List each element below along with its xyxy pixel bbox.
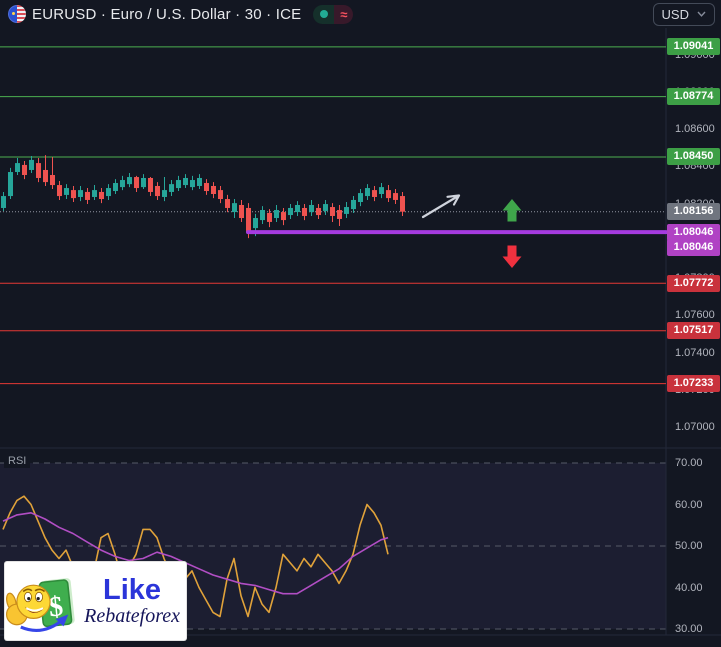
candle[interactable]	[176, 180, 181, 189]
candle[interactable]	[288, 207, 293, 216]
candle[interactable]	[155, 185, 160, 197]
candle[interactable]	[183, 177, 188, 186]
candle[interactable]	[190, 180, 195, 188]
candle[interactable]	[386, 190, 391, 199]
candle[interactable]	[225, 199, 230, 208]
logo-text: Like Rebateforex	[84, 573, 186, 628]
candle[interactable]	[302, 207, 307, 216]
candle[interactable]	[295, 204, 300, 213]
candle[interactable]	[344, 207, 349, 214]
logo-brand-label: Rebateforex	[84, 605, 180, 628]
candle[interactable]	[36, 163, 41, 178]
candle[interactable]	[162, 190, 167, 197]
candle[interactable]	[197, 177, 202, 186]
candle[interactable]	[260, 210, 265, 221]
resistance-price-label: 1.09041	[667, 38, 720, 56]
rebateforex-logo: $ Like Rebateforex	[5, 562, 186, 640]
candle[interactable]	[99, 191, 104, 200]
candle[interactable]	[120, 180, 125, 188]
candle[interactable]	[85, 191, 90, 200]
support-price-label: 1.07772	[667, 274, 720, 292]
down-arrow-marker[interactable]	[502, 245, 522, 269]
candle[interactable]	[92, 190, 97, 197]
candle[interactable]	[1, 196, 6, 208]
candle[interactable]	[43, 169, 48, 183]
candle[interactable]	[113, 183, 118, 192]
indicator-label: RSI	[4, 454, 31, 468]
candle[interactable]	[379, 187, 384, 195]
candle[interactable]	[57, 185, 62, 197]
candle[interactable]	[78, 190, 83, 197]
rsi-tick: 30.00	[675, 623, 703, 635]
chevron-down-icon	[697, 11, 706, 17]
candle[interactable]	[323, 204, 328, 211]
chart-toolbar: EURUSD · Euro / U.S. Dollar · 30 · ICE ≈…	[0, 0, 721, 28]
candle[interactable]	[8, 172, 13, 197]
candle[interactable]	[337, 210, 342, 219]
market-open-dot-icon	[313, 4, 335, 24]
key-price-label: 1.08046	[667, 223, 720, 241]
key-price-label: 1.08046	[667, 239, 720, 257]
candle[interactable]	[316, 207, 321, 216]
candle[interactable]	[15, 163, 20, 173]
eurusd-pair-icon	[8, 5, 26, 23]
candle[interactable]	[141, 177, 146, 188]
candle[interactable]	[29, 159, 34, 170]
price-tick: 1.07000	[675, 421, 715, 433]
candle[interactable]	[50, 175, 55, 186]
candle[interactable]	[148, 177, 153, 192]
candle[interactable]	[246, 207, 251, 233]
rsi-tick: 70.00	[675, 457, 703, 469]
up-arrow-marker[interactable]	[502, 199, 522, 222]
candle[interactable]	[239, 204, 244, 219]
rsi-tick: 50.00	[675, 540, 703, 552]
candle[interactable]	[393, 193, 398, 200]
current-price-label: 1.08156	[667, 203, 720, 221]
candle[interactable]	[274, 210, 279, 219]
candle[interactable]	[309, 204, 314, 213]
candle[interactable]	[106, 188, 111, 197]
logo-mascot-icon: $	[5, 578, 75, 633]
price-tick: 1.07400	[675, 346, 715, 359]
candle[interactable]	[365, 188, 370, 197]
candle[interactable]	[134, 177, 139, 189]
candle[interactable]	[204, 183, 209, 192]
rsi-ma-line[interactable]	[2, 511, 389, 595]
resistance-price-label: 1.08774	[667, 88, 720, 106]
candle[interactable]	[71, 190, 76, 199]
candle[interactable]	[64, 188, 69, 195]
candle[interactable]	[400, 196, 405, 212]
price-tick: 1.08600	[675, 123, 715, 135]
resistance-price-label: 1.08450	[667, 148, 720, 166]
candle[interactable]	[169, 184, 174, 192]
currency-value: USD	[661, 6, 689, 22]
candle[interactable]	[330, 207, 335, 216]
rsi-tick: 60.00	[675, 498, 703, 511]
support-price-label: 1.07233	[667, 375, 720, 393]
candle[interactable]	[267, 212, 272, 222]
logo-like-label: Like	[103, 573, 162, 606]
candle[interactable]	[232, 203, 237, 213]
candle[interactable]	[372, 190, 377, 197]
approx-equal-icon: ≈	[334, 4, 354, 24]
rsi-line[interactable]	[2, 495, 389, 618]
symbol-title[interactable]: EURUSD · Euro / U.S. Dollar · 30 · ICE	[32, 5, 302, 23]
candle[interactable]	[211, 185, 216, 195]
candle[interactable]	[22, 164, 27, 176]
currency-dropdown[interactable]: USD	[652, 2, 715, 26]
rsi-tick: 40.00	[675, 581, 703, 594]
market-status-pill[interactable]: ≈	[313, 4, 354, 24]
support-price-label: 1.07517	[667, 322, 720, 340]
candle[interactable]	[358, 193, 363, 203]
candle[interactable]	[281, 212, 286, 221]
candle[interactable]	[218, 190, 223, 200]
price-tick: 1.07600	[675, 309, 715, 322]
candle[interactable]	[127, 177, 132, 185]
logo-dollar-sign: $	[47, 591, 64, 623]
candle[interactable]	[351, 199, 356, 210]
candle[interactable]	[253, 218, 258, 229]
trend-arrow-drawing[interactable]	[421, 194, 461, 219]
